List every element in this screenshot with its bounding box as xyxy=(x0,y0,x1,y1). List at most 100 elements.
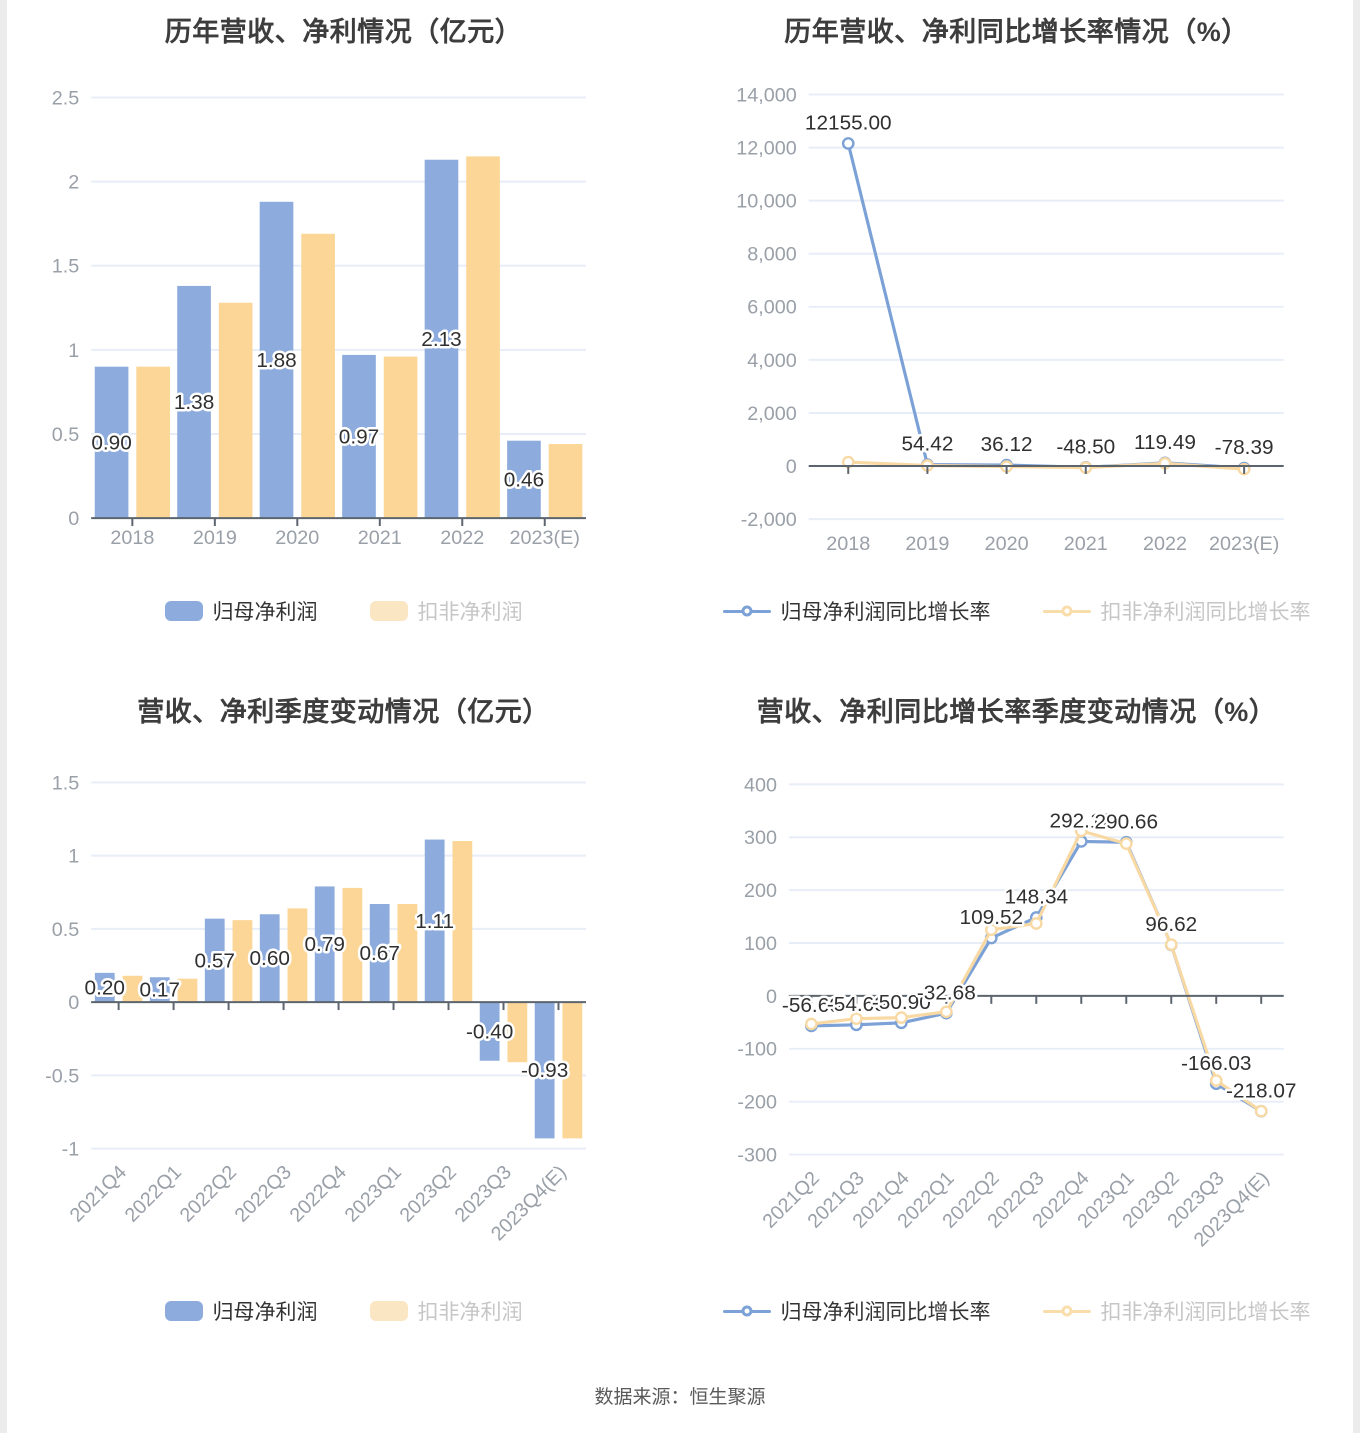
legend-item-net-profit-growth[interactable]: 归母净利润同比增长率 xyxy=(722,596,991,626)
data-label: 109.52 xyxy=(960,906,1024,929)
bar xyxy=(94,972,115,1003)
x-tick-label: 2023(E) xyxy=(510,527,580,549)
legend-item-net-profit[interactable]: 归母净利润 xyxy=(164,1296,318,1326)
chart-panel-quarterly-amount: 营收、净利季度变动情况（亿元） -1 -0.5 0 0.5 1 1.5 2021Q4 2022… xyxy=(7,660,680,1360)
legend-item-deducted-profit[interactable]: 扣非净利润 xyxy=(369,1296,523,1326)
data-point xyxy=(1029,917,1043,930)
bar xyxy=(548,444,583,519)
line-series-1 xyxy=(805,824,1268,1118)
quarterly-amount-bar-chart: -1-0.500.511.52021Q42022Q12022Q22022Q320… xyxy=(45,772,586,1245)
legend-swatch-yellow xyxy=(369,601,408,622)
data-source-note: 数据来源：恒生聚源 xyxy=(594,1387,766,1408)
bar xyxy=(177,978,198,1003)
y-tick-label: 1 xyxy=(68,340,79,362)
bar xyxy=(204,918,225,1003)
legend-label: 扣非净利润同比增长率 xyxy=(1100,1301,1311,1325)
annual-growth-line-chart: -2,000 0 2,000 4,000 6,000 8,000 10,000 12,000 1… xyxy=(736,84,1284,555)
bar xyxy=(507,1002,528,1063)
data-point xyxy=(841,137,855,150)
x-tick-label: 2021 xyxy=(1064,533,1108,555)
data-label: -54.69 xyxy=(827,993,886,1016)
chart-panel-annual-growth: 历年营收、净利同比增长率情况（%） -2,000 0 2,000 4,000 6,000… xyxy=(680,0,1353,660)
bar xyxy=(424,159,459,519)
legend-item-deducted-profit-growth[interactable]: 扣非净利润同比增长率 xyxy=(1042,1296,1311,1326)
chart-legend: 归母净利润同比增长率 扣非净利润同比增长率 xyxy=(680,1296,1353,1326)
bar xyxy=(314,886,335,1003)
chart-panel-annual-amount: 历年营收、净利情况（亿元） 0 0.5 1 1.5 2 2.5 2018 2019 2020 20… xyxy=(7,0,680,660)
bar xyxy=(342,354,376,519)
y-tick-label: 100 xyxy=(744,933,777,955)
chart-legend: 归母净利润同比增长率 扣非净利润同比增长率 xyxy=(680,596,1353,626)
x-tick-label: 2022Q2 xyxy=(176,1161,241,1226)
data-label: -0.40 xyxy=(466,1020,513,1043)
data-label: -218.07 xyxy=(1226,1079,1296,1102)
data-label: 0.17 xyxy=(140,979,180,1002)
y-tick-label: 8,000 xyxy=(747,244,797,266)
legend-item-deducted-profit[interactable]: 扣非净利润 xyxy=(369,596,523,626)
data-label: -56.60 xyxy=(782,994,841,1017)
data-point xyxy=(1164,938,1178,951)
bar xyxy=(507,440,541,519)
legend-item-net-profit-growth[interactable]: 归母净利润同比增长率 xyxy=(722,1296,991,1326)
y-tick-label: 10,000 xyxy=(736,191,797,213)
data-label: 1.11 xyxy=(415,910,454,933)
data-point xyxy=(850,1012,863,1025)
y-tick-label: 300 xyxy=(744,827,777,849)
chart-title: 营收、净利季度变动情况（亿元） xyxy=(137,697,550,727)
data-label: 290.66 xyxy=(1095,810,1159,833)
chart-panel-quarterly-growth: 营收、净利同比增长率季度变动情况（%） -300 -200 -100 0 100 200 3… xyxy=(680,660,1353,1360)
y-tick-label: 0 xyxy=(786,456,797,478)
bar xyxy=(301,233,335,519)
data-label: 119.49 xyxy=(1134,431,1196,454)
data-label: -78.39 xyxy=(1215,436,1274,459)
chart-title: 营收、净利同比增长率季度变动情况（%） xyxy=(756,697,1277,727)
legend-item-net-profit[interactable]: 归母净利润 xyxy=(164,596,318,626)
y-tick-label: -1 xyxy=(62,1139,80,1161)
x-tick-label: 2022 xyxy=(1143,533,1187,555)
legend-line-marker-yellow xyxy=(1042,602,1091,620)
data-label: 54.42 xyxy=(901,433,953,456)
y-tick-label: -200 xyxy=(737,1092,777,1114)
data-point xyxy=(939,1005,953,1019)
data-label: 36.12 xyxy=(981,433,1033,456)
bar xyxy=(122,975,143,1003)
bar xyxy=(424,839,445,1003)
y-tick-label: 0 xyxy=(766,986,777,1008)
bar xyxy=(452,841,473,1003)
line-series-0 xyxy=(841,137,1251,475)
y-tick-label: -0.5 xyxy=(45,1065,79,1087)
bar xyxy=(218,302,253,519)
bar-series-0 xyxy=(94,839,555,1139)
x-tick-label: 2021 xyxy=(358,527,402,549)
bar xyxy=(342,887,363,1003)
x-tick-label: 2019 xyxy=(193,527,237,549)
legend-item-deducted-profit-growth[interactable]: 扣非净利润同比增长率 xyxy=(1042,596,1311,626)
chart-legend: 归母净利润 扣非净利润 xyxy=(7,1296,680,1326)
bar xyxy=(287,908,308,1003)
bar-series-1 xyxy=(122,841,583,1139)
x-tick-label: 2018 xyxy=(110,527,154,549)
y-tick-label: 0 xyxy=(68,992,79,1014)
bar-series-0 xyxy=(94,159,541,519)
data-label: 96.62 xyxy=(1145,913,1197,936)
legend-line-marker-yellow xyxy=(1042,1302,1091,1320)
bar xyxy=(177,285,211,519)
y-tick-label: -300 xyxy=(737,1144,777,1166)
data-point xyxy=(895,1011,908,1024)
data-label: 0.20 xyxy=(85,976,125,999)
data-label: 0.90 xyxy=(91,431,131,454)
chart-title: 历年营收、净利情况（亿元） xyxy=(164,17,523,47)
bar xyxy=(232,920,253,1003)
data-point xyxy=(984,923,998,937)
data-label: 0.67 xyxy=(359,942,399,965)
legend-swatch-yellow xyxy=(369,1301,408,1322)
legend-label: 扣非净利润 xyxy=(417,1301,523,1325)
bar xyxy=(397,904,418,1003)
x-tick-label: 2019 xyxy=(905,533,949,555)
y-tick-label: 0.5 xyxy=(52,424,80,446)
legend-label: 扣非净利润 xyxy=(417,601,523,625)
bar xyxy=(562,1002,583,1139)
data-label: 0.60 xyxy=(250,947,290,970)
x-tick-label: 2023Q1 xyxy=(341,1161,406,1226)
bar xyxy=(369,904,390,1003)
